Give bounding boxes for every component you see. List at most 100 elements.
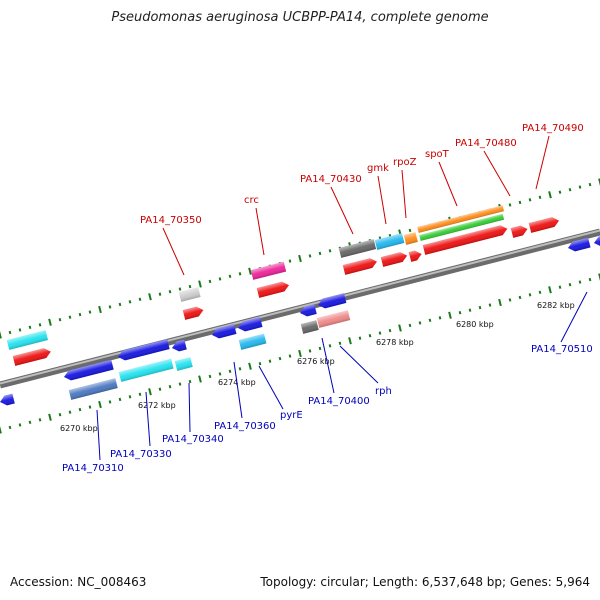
gene-label-pa14-70310[interactable]: PA14_70310 (62, 463, 124, 474)
gene-feature[interactable] (567, 237, 591, 253)
lower-tick (308, 349, 312, 353)
gene-feature[interactable] (338, 239, 377, 258)
gene-feature[interactable] (237, 317, 263, 333)
label-leader-line (438, 161, 458, 207)
gene-feature[interactable] (417, 205, 505, 233)
gene-feature[interactable] (419, 213, 505, 241)
scale-label: 6276 kbp (297, 357, 335, 366)
genome-summary: Topology: circular; Length: 6,537,648 bp… (260, 575, 590, 589)
lower-tick (208, 374, 212, 379)
gene-feature[interactable] (593, 235, 600, 248)
lower-tick (518, 295, 522, 300)
lower-tick (38, 418, 42, 422)
upper-tick (98, 305, 102, 314)
gene-label-pa14-70350[interactable]: PA14_70350 (140, 215, 202, 226)
gene-feature[interactable] (317, 293, 347, 310)
upper-tick (118, 302, 122, 307)
label-leaders (96, 135, 588, 461)
gene-label-pa14-70490[interactable]: PA14_70490 (522, 123, 584, 134)
gene-feature[interactable] (6, 330, 48, 350)
upper-tick (538, 195, 542, 200)
gene-feature[interactable] (63, 359, 114, 382)
lower-tick (0, 426, 2, 434)
lower-tick (248, 362, 252, 370)
lower-tick (368, 333, 372, 338)
gene-feature[interactable] (0, 393, 15, 407)
gene-label-pa14-70480[interactable]: PA14_70480 (455, 138, 517, 149)
gene-feature[interactable] (316, 310, 351, 328)
label-leader-line (233, 361, 243, 419)
lower-tick (228, 369, 232, 374)
lower-tick (258, 361, 262, 366)
upper-tick (108, 305, 112, 309)
upper-tick (188, 284, 192, 289)
gene-label-gmk[interactable]: gmk (367, 163, 389, 174)
upper-tick (508, 203, 512, 207)
lower-tick (418, 321, 422, 325)
gene-label-crc[interactable]: crc (244, 195, 259, 206)
gene-label-pa14-70330[interactable]: PA14_70330 (110, 449, 172, 460)
gene-feature[interactable] (174, 357, 193, 371)
upper-tick (528, 198, 532, 202)
gene-label-pa14-70360[interactable]: PA14_70360 (214, 421, 276, 432)
gene-feature[interactable] (12, 347, 52, 366)
label-leader-line (188, 382, 191, 433)
gene-feature[interactable] (118, 358, 174, 382)
upper-tick (308, 254, 312, 258)
upper-tick (198, 280, 202, 288)
gene-feature[interactable] (380, 251, 409, 267)
lower-tick (488, 303, 492, 307)
gene-label-pa14-70510[interactable]: PA14_70510 (531, 344, 593, 355)
label-leader-line (377, 175, 387, 225)
gene-feature[interactable] (238, 333, 267, 350)
gene-feature[interactable] (68, 378, 118, 400)
gene-feature[interactable] (299, 304, 317, 318)
gene-label-pa14-70340[interactable]: PA14_70340 (162, 434, 224, 445)
lower-tick (358, 336, 362, 340)
lower-tick (18, 423, 22, 427)
label-leader-line (483, 150, 511, 197)
lower-tick (338, 341, 342, 346)
label-leader-line (560, 291, 588, 343)
gene-feature[interactable] (117, 339, 170, 362)
gene-feature[interactable] (211, 324, 237, 340)
gene-feature[interactable] (510, 224, 529, 238)
gene-label-pyre[interactable]: pyrE (280, 410, 303, 421)
gene-feature[interactable] (300, 320, 319, 334)
lower-tick (178, 382, 182, 386)
gene-feature[interactable] (250, 261, 287, 280)
gene-feature[interactable] (374, 233, 405, 250)
gene-feature[interactable] (403, 232, 418, 245)
accession-text: Accession: NC_008463 (10, 575, 147, 589)
gene-label-rpoz[interactable]: rpoZ (393, 157, 417, 168)
lower-tick (48, 413, 52, 421)
lower-tick (98, 400, 102, 409)
gene-feature[interactable] (342, 257, 378, 275)
lower-tick (328, 344, 332, 348)
lower-tick (538, 290, 542, 295)
gene-label-pa14-70430[interactable]: PA14_70430 (300, 174, 362, 185)
scale-label: 6272 kbp (138, 401, 176, 410)
gene-label-pa14-70400[interactable]: PA14_70400 (308, 396, 370, 407)
gene-label-rph[interactable]: rph (375, 386, 392, 397)
label-leader-line (535, 135, 550, 190)
scale-label: 6278 kbp (376, 338, 414, 347)
lower-tick (408, 323, 412, 328)
gene-feature[interactable] (178, 287, 201, 302)
gene-label-spot[interactable]: spoT (425, 149, 450, 160)
upper-tick (558, 190, 562, 194)
gene-feature[interactable] (256, 280, 290, 298)
lower-tick (578, 280, 582, 284)
gene-feature[interactable] (182, 305, 205, 320)
lower-tick (528, 293, 532, 297)
gene-feature[interactable] (408, 249, 423, 262)
gene-feature[interactable] (171, 339, 187, 353)
upper-tick (18, 328, 22, 332)
upper-tick (48, 318, 52, 326)
label-leader-line (162, 227, 185, 276)
upper-tick (288, 259, 292, 263)
gene-feature[interactable] (528, 216, 561, 233)
upper-tick (208, 279, 212, 284)
gene-feature[interactable] (422, 224, 509, 255)
